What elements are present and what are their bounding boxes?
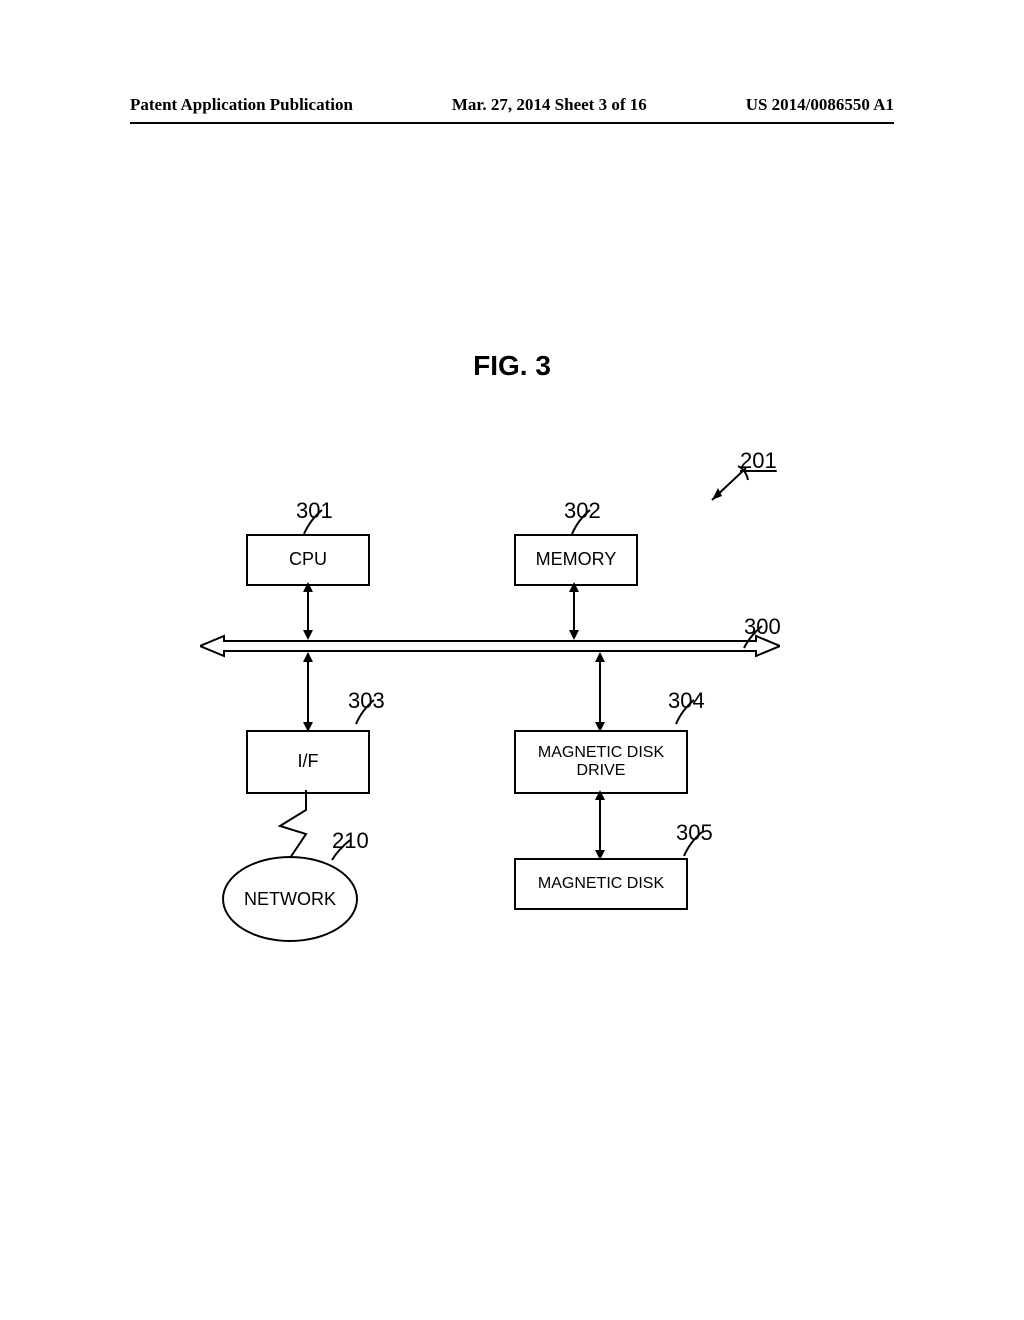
header-left: Patent Application Publication [130, 95, 353, 115]
network-label: NETWORK [244, 889, 336, 910]
conn-bus-if [300, 652, 316, 732]
header-right: US 2014/0086550 A1 [746, 95, 894, 115]
conn-memory-bus [566, 582, 582, 640]
leader-disk-drive [672, 698, 702, 728]
box-disk-drive: MAGNETIC DISKDRIVE [514, 730, 688, 794]
box-disk-label: MAGNETIC DISK [538, 875, 664, 893]
leader-disk [680, 830, 710, 860]
figure-title: FIG. 3 [0, 350, 1024, 382]
box-if-label: I/F [298, 752, 319, 772]
conn-drive-disk [592, 790, 608, 860]
header-rule [130, 122, 894, 124]
box-cpu-label: CPU [289, 550, 327, 570]
bus-line [200, 634, 780, 658]
leader-network [328, 838, 358, 868]
box-memory-label: MEMORY [536, 550, 617, 570]
page-header: Patent Application Publication Mar. 27, … [0, 95, 1024, 115]
ellipse-network: NETWORK [222, 856, 358, 942]
box-disk-drive-label: MAGNETIC DISKDRIVE [538, 744, 664, 779]
conn-cpu-bus [300, 582, 316, 640]
box-memory: MEMORY [514, 534, 638, 586]
box-cpu: CPU [246, 534, 370, 586]
header-middle: Mar. 27, 2014 Sheet 3 of 16 [452, 95, 647, 115]
leader-bus [740, 624, 770, 654]
conn-bus-diskdrive [592, 652, 608, 732]
leader-system [700, 462, 760, 512]
leader-cpu [300, 508, 330, 538]
box-if: I/F [246, 730, 370, 794]
leader-if [352, 698, 382, 728]
box-disk: MAGNETIC DISK [514, 858, 688, 910]
leader-memory [568, 508, 598, 538]
conn-if-network [274, 790, 314, 860]
